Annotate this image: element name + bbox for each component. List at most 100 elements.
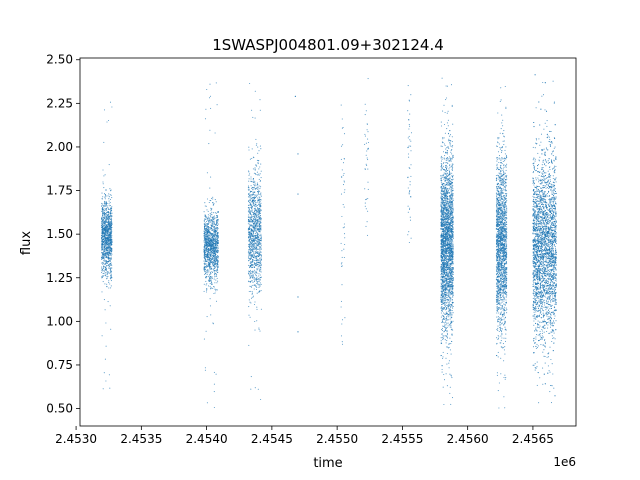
data-point xyxy=(109,263,111,265)
data-point xyxy=(441,145,443,147)
data-point xyxy=(449,314,451,316)
data-point xyxy=(248,174,250,176)
data-point xyxy=(105,219,107,221)
data-point xyxy=(209,187,211,189)
data-point xyxy=(207,265,209,267)
data-point xyxy=(248,209,250,211)
data-point xyxy=(209,235,211,237)
data-point xyxy=(107,220,110,222)
data-point xyxy=(451,104,453,106)
data-point xyxy=(103,235,105,237)
data-point xyxy=(211,222,213,224)
data-point xyxy=(103,187,105,189)
data-point xyxy=(249,82,251,85)
data-point xyxy=(446,317,448,319)
data-point xyxy=(257,187,259,189)
data-point xyxy=(341,250,343,252)
data-point xyxy=(260,194,262,196)
data-point xyxy=(446,162,448,164)
data-point xyxy=(251,210,253,212)
data-point xyxy=(106,215,108,217)
data-point xyxy=(364,135,366,137)
data-point xyxy=(341,284,343,286)
data-point xyxy=(214,237,217,240)
data-point xyxy=(255,274,257,276)
data-point xyxy=(203,260,205,262)
data-point xyxy=(252,168,254,170)
data-point xyxy=(216,277,218,279)
data-point xyxy=(366,150,368,152)
data-point xyxy=(212,223,214,225)
data-point xyxy=(109,249,111,251)
data-point xyxy=(207,248,209,250)
data-point xyxy=(441,203,443,205)
data-point xyxy=(212,248,214,251)
data-point xyxy=(252,244,254,246)
data-point xyxy=(106,211,108,213)
data-point xyxy=(409,207,411,209)
data-point xyxy=(259,190,261,193)
data-point xyxy=(210,213,212,215)
data-point xyxy=(212,202,214,204)
data-point xyxy=(103,109,106,111)
data-point xyxy=(249,258,251,260)
data-point xyxy=(257,146,259,148)
data-point xyxy=(367,141,370,144)
data-point xyxy=(102,266,104,268)
data-point xyxy=(105,209,107,211)
data-point xyxy=(108,230,110,232)
data-point xyxy=(443,379,446,381)
data-point xyxy=(256,263,259,265)
data-point xyxy=(212,253,214,255)
data-point xyxy=(214,236,216,238)
data-point xyxy=(203,241,205,243)
data-point xyxy=(407,234,409,236)
data-point xyxy=(205,291,208,293)
data-point xyxy=(208,218,210,220)
data-point xyxy=(445,291,447,293)
data-point xyxy=(207,255,209,257)
data-point xyxy=(206,234,208,236)
data-point xyxy=(215,251,217,253)
data-point xyxy=(253,182,255,184)
data-point xyxy=(256,248,258,251)
data-point xyxy=(206,88,208,91)
data-point xyxy=(446,316,448,318)
data-point xyxy=(441,368,443,371)
data-point xyxy=(249,273,251,276)
data-point xyxy=(452,296,454,298)
data-point xyxy=(256,256,258,258)
data-point xyxy=(449,313,451,315)
data-point xyxy=(104,226,106,228)
data-point xyxy=(343,256,345,259)
data-point xyxy=(105,256,107,258)
data-point xyxy=(212,265,214,267)
data-point xyxy=(204,268,206,270)
data-point xyxy=(213,222,215,224)
data-point xyxy=(215,257,217,259)
data-point xyxy=(446,182,448,184)
data-point xyxy=(107,224,109,226)
data-point xyxy=(204,256,206,258)
data-point xyxy=(408,231,410,233)
data-point xyxy=(255,225,257,227)
data-point xyxy=(259,276,261,279)
data-point xyxy=(208,201,210,204)
data-point xyxy=(259,278,261,280)
data-point xyxy=(452,223,454,225)
data-point xyxy=(410,94,412,96)
data-point xyxy=(204,226,206,228)
data-point xyxy=(214,269,216,272)
data-point xyxy=(441,298,443,300)
data-point xyxy=(255,144,257,146)
data-point xyxy=(251,209,253,211)
data-point xyxy=(366,221,368,223)
data-point xyxy=(204,224,206,226)
data-point xyxy=(248,233,250,235)
data-point xyxy=(248,204,250,206)
data-point xyxy=(443,172,445,174)
data-point xyxy=(258,273,260,275)
data-point xyxy=(254,168,256,170)
data-point xyxy=(258,270,260,272)
data-point xyxy=(210,235,213,237)
